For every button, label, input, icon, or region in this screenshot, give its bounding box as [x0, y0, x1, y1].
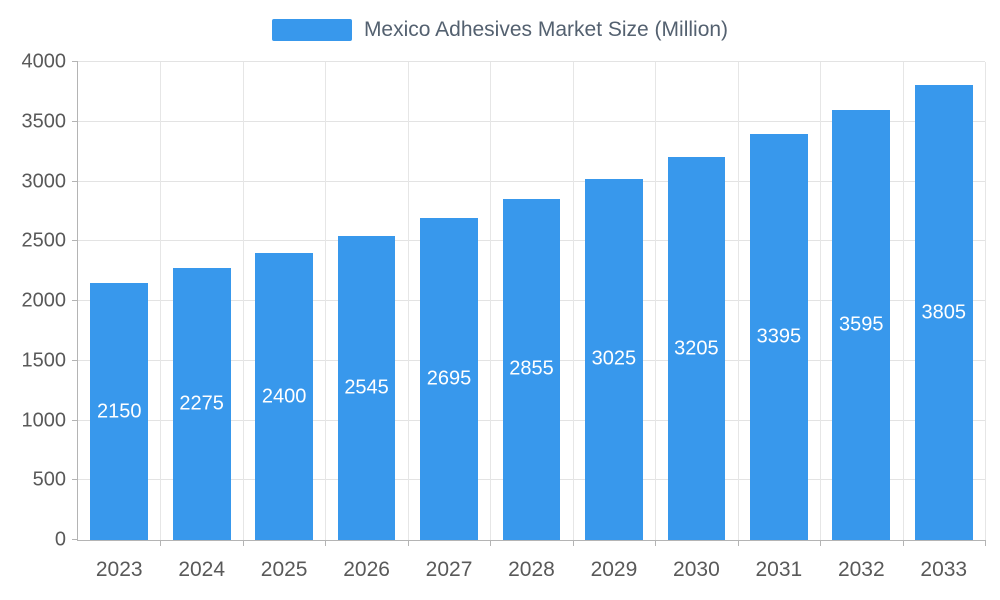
- x-tick-label: 2027: [425, 558, 473, 581]
- x-tick-mark: [572, 540, 574, 546]
- gridline-v: [242, 62, 244, 540]
- bar[interactable]: 2400: [255, 253, 313, 540]
- y-tick-label: 4000: [21, 50, 67, 73]
- chart-legend[interactable]: Mexico Adhesives Market Size (Million): [0, 16, 1000, 44]
- gridline-v: [572, 62, 574, 540]
- y-tick-label: 3000: [21, 170, 67, 192]
- x-tick-mark: [902, 540, 904, 546]
- x-tick-mark: [407, 540, 409, 546]
- y-tick-mark: [72, 120, 78, 122]
- x-tick-label: 2028: [508, 558, 555, 581]
- gridline-v: [985, 62, 986, 540]
- x-tick-mark: [242, 540, 244, 546]
- gridline-v: [820, 62, 822, 540]
- bar-slot: 3025 2029: [573, 62, 655, 581]
- gridline-v: [490, 62, 492, 540]
- gridline-v: [407, 62, 409, 540]
- y-tick-mark: [72, 539, 78, 540]
- gridline-h: [78, 61, 985, 62]
- bar-slot: 2855 2028: [490, 62, 572, 581]
- x-tick-label: 2025: [260, 558, 308, 581]
- x-tick-mark: [325, 540, 327, 546]
- gridline-h: [78, 120, 985, 122]
- bar-slot: 2150 2023: [78, 62, 160, 581]
- x-tick-mark: [820, 540, 822, 546]
- bar-value-label: 3205: [674, 337, 719, 359]
- bar-slot: 2400 2025: [243, 62, 325, 581]
- y-tick-mark: [72, 300, 78, 301]
- x-tick-label: 2033: [920, 558, 968, 581]
- y-tick-label: 2000: [21, 289, 67, 312]
- bar-slot: 2275 2024: [160, 62, 242, 581]
- bar-value-label: 3595: [839, 313, 884, 336]
- bar[interactable]: 2545: [337, 235, 396, 540]
- x-axis-line: [77, 540, 985, 541]
- bar-slot: 2545 2026: [325, 62, 407, 581]
- y-tick-label: 3500: [21, 110, 67, 133]
- bar-value-label: 2150: [96, 400, 142, 423]
- x-tick-label: 2024: [178, 558, 226, 581]
- bar-slot: 3205 2030: [655, 62, 737, 581]
- y-tick-label: 2500: [21, 229, 67, 252]
- y-tick-mark: [72, 61, 78, 62]
- bar-value-label: 2855: [509, 357, 554, 380]
- gridline-v: [160, 62, 162, 540]
- bar[interactable]: 3805: [914, 85, 973, 540]
- bar-value-label: 2400: [261, 385, 307, 408]
- y-axis-line: [77, 62, 78, 540]
- bar-value-label: 3805: [921, 301, 966, 324]
- x-tick-mark: [737, 540, 739, 546]
- x-tick-mark: [655, 540, 657, 546]
- y-tick-label: 1500: [21, 349, 67, 372]
- gridline-v: [325, 62, 327, 540]
- y-tick-mark: [72, 240, 78, 242]
- y-tick-mark: [72, 479, 78, 481]
- y-tick-mark: [72, 359, 78, 361]
- y-tick-mark: [72, 419, 78, 421]
- bar-slot: 2695 2027: [408, 62, 490, 581]
- y-tick-mark: [72, 180, 78, 182]
- bar-slot: 3595 2032: [820, 62, 902, 581]
- x-tick-mark: [490, 540, 492, 546]
- x-tick-label: 2029: [590, 558, 638, 581]
- y-tick-label: 500: [32, 468, 66, 491]
- bar-value-label: 3025: [591, 347, 637, 370]
- x-tick-label: 2031: [755, 558, 803, 581]
- bar-value-label: 2275: [179, 392, 224, 415]
- x-tick-mark: [160, 540, 162, 546]
- x-tick-label: 2023: [95, 558, 143, 581]
- y-tick-label: 0: [54, 528, 66, 551]
- bar-value-label: 3395: [756, 325, 802, 348]
- gridline-v: [655, 62, 657, 540]
- gridline-v: [737, 62, 739, 540]
- x-tick-label: 2026: [343, 558, 390, 581]
- bar[interactable]: 3025: [585, 178, 643, 540]
- legend-label: Mexico Adhesives Market Size (Million): [363, 18, 729, 41]
- bar[interactable]: 3595: [832, 110, 891, 540]
- x-tick-label: 2032: [837, 558, 885, 581]
- bar[interactable]: 3205: [667, 157, 726, 540]
- x-tick-label: 2030: [673, 558, 720, 581]
- bar[interactable]: 3395: [749, 134, 808, 540]
- bar-value-label: 2695: [426, 367, 472, 390]
- bar-slot: 3395 2031: [738, 62, 820, 581]
- legend-swatch-icon: [271, 19, 352, 41]
- x-tick-mark: [985, 540, 986, 546]
- y-tick-label: 1000: [21, 409, 67, 431]
- plot-area: 0 500 1000 1500 2000 2500 3000 3500 4000 2150 202…: [22, 51, 986, 581]
- gridline-v: [902, 62, 904, 540]
- bar[interactable]: 2855: [502, 198, 561, 540]
- gridline-h: [78, 180, 985, 182]
- bar[interactable]: 2275: [172, 268, 231, 540]
- bar-slot: 3805 2033: [903, 62, 985, 581]
- bar[interactable]: 2150: [90, 283, 149, 540]
- bar-value-label: 2545: [344, 376, 389, 399]
- bar[interactable]: 2695: [420, 217, 478, 540]
